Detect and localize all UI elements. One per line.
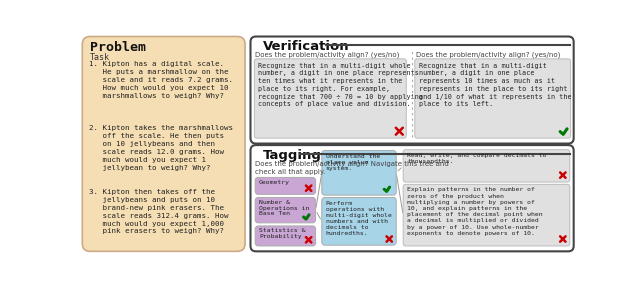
FancyBboxPatch shape <box>255 198 316 223</box>
Text: 3. Kipton then takes off the
   jellybeans and puts on 10
   brand-new pink eras: 3. Kipton then takes off the jellybeans … <box>88 189 228 235</box>
Text: Does the problem/activity align? (yes/no): Does the problem/activity align? (yes/no… <box>417 52 561 58</box>
Text: Read, write, and compare decimals to
thousandths.: Read, write, and compare decimals to tho… <box>407 153 547 164</box>
FancyBboxPatch shape <box>403 184 570 246</box>
FancyBboxPatch shape <box>83 36 245 251</box>
FancyBboxPatch shape <box>322 150 396 195</box>
FancyBboxPatch shape <box>322 198 396 245</box>
Text: Does the problem/activity align? (yes/no): Does the problem/activity align? (yes/no… <box>255 52 399 58</box>
Text: Understand the
place value
system.: Understand the place value system. <box>326 154 380 170</box>
Text: Tagging: Tagging <box>263 149 322 162</box>
FancyBboxPatch shape <box>254 59 406 138</box>
Text: 2. Kipton takes the marshmallows
   off the scale. He then puts
   on 10 jellybe: 2. Kipton takes the marshmallows off the… <box>88 125 232 170</box>
Text: Number &
Operations in
Base Ten: Number & Operations in Base Ten <box>259 200 309 216</box>
FancyBboxPatch shape <box>415 59 571 138</box>
Text: 1. Kipton has a digital scale.
   He puts a marshmallow on the
   scale and it r: 1. Kipton has a digital scale. He puts a… <box>88 61 232 99</box>
Text: Does the problem/activity align? Navigate this tree and
check all that apply.: Does the problem/activity align? Navigat… <box>255 161 449 175</box>
Text: Statistics &
Probability: Statistics & Probability <box>259 228 305 239</box>
Text: Recognize that in a multi-digit whole
number, a digit in one place represents
te: Recognize that in a multi-digit whole nu… <box>259 63 423 107</box>
Text: Task: Task <box>90 54 110 62</box>
FancyBboxPatch shape <box>250 36 573 144</box>
FancyBboxPatch shape <box>255 178 316 194</box>
FancyBboxPatch shape <box>250 145 573 251</box>
FancyBboxPatch shape <box>403 150 570 182</box>
Text: Perform
operations with
multi-digit whole
numbers and with
decimals to
hundredth: Perform operations with multi-digit whol… <box>326 201 392 235</box>
Text: Explain patterns in the number of
zeros of the product when
multiplying a number: Explain patterns in the number of zeros … <box>407 188 543 236</box>
FancyBboxPatch shape <box>255 226 316 246</box>
Text: Verification: Verification <box>263 40 349 53</box>
Text: Recognize that in a multi-digit
number, a digit in one place
represents 10 times: Recognize that in a multi-digit number, … <box>419 63 572 107</box>
Text: Problem: Problem <box>90 41 146 54</box>
Text: Geometry: Geometry <box>259 180 290 185</box>
